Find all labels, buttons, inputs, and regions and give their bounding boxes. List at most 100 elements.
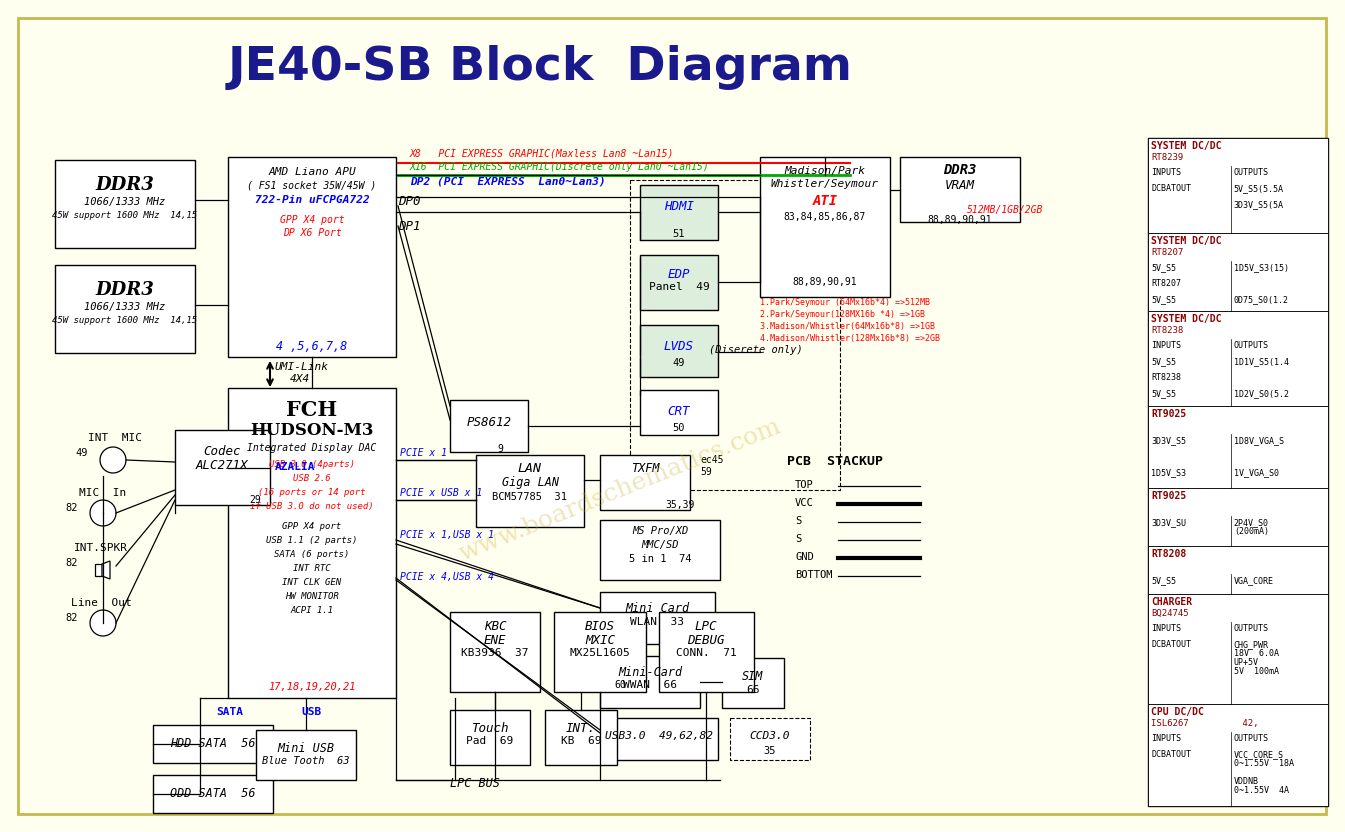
Text: 1D8V_VGA_S: 1D8V_VGA_S xyxy=(1233,436,1283,445)
Bar xyxy=(1149,233,1328,311)
Text: CRT: CRT xyxy=(667,405,690,418)
Text: SYSTEM DC/DC: SYSTEM DC/DC xyxy=(1151,141,1221,151)
Text: SIM: SIM xyxy=(742,670,764,683)
Text: X16  PCI EXPRESS GRAPHIC(Discrete only Lan0 ~Lan15): X16 PCI EXPRESS GRAPHIC(Discrete only La… xyxy=(410,162,710,172)
Text: Madison/Park: Madison/Park xyxy=(784,166,865,176)
Polygon shape xyxy=(102,561,110,579)
Text: LAN: LAN xyxy=(518,462,542,475)
Text: HUDSON-M3: HUDSON-M3 xyxy=(250,422,374,439)
Text: 49: 49 xyxy=(672,358,685,368)
Bar xyxy=(451,710,530,765)
Bar xyxy=(1149,488,1328,546)
Text: 512MB/1GB/2GB: 512MB/1GB/2GB xyxy=(967,205,1044,215)
Text: INPUTS: INPUTS xyxy=(1151,341,1181,350)
Text: 5V_S5: 5V_S5 xyxy=(1151,576,1176,585)
Bar xyxy=(900,157,1020,222)
Text: 51: 51 xyxy=(672,229,685,239)
Bar xyxy=(629,180,841,490)
Text: USB3.0  49,62,82: USB3.0 49,62,82 xyxy=(605,731,713,741)
Text: DP X6 Port: DP X6 Port xyxy=(282,228,342,238)
Text: DEBUG: DEBUG xyxy=(687,634,725,647)
Text: INT.SPKR: INT.SPKR xyxy=(74,543,128,553)
Bar xyxy=(1149,406,1328,488)
Text: RT9025: RT9025 xyxy=(1151,491,1186,501)
Text: CHARGER: CHARGER xyxy=(1151,597,1192,607)
Text: 3.Madison/Whistler(64Mx16b*8) =>1GB: 3.Madison/Whistler(64Mx16b*8) =>1GB xyxy=(760,322,935,331)
Text: (16 ports or 14 port: (16 ports or 14 port xyxy=(258,488,366,497)
Text: 3D3V_S5(5A: 3D3V_S5(5A xyxy=(1233,200,1283,209)
Text: 0~1.55V  4A: 0~1.55V 4A xyxy=(1233,786,1289,795)
Text: 0~1.55V  18A: 0~1.55V 18A xyxy=(1233,759,1294,768)
Text: ec45: ec45 xyxy=(699,455,724,465)
Text: ACPI 1.1: ACPI 1.1 xyxy=(291,606,334,615)
Text: USB 2.6: USB 2.6 xyxy=(293,474,331,483)
Text: S: S xyxy=(795,516,802,526)
Text: PCIE x 1,USB x 1: PCIE x 1,USB x 1 xyxy=(399,530,494,540)
Text: LPC: LPC xyxy=(695,620,717,633)
Text: KBC: KBC xyxy=(484,620,506,633)
Text: 60: 60 xyxy=(615,680,625,690)
Circle shape xyxy=(90,500,116,526)
Text: OUTPUTS: OUTPUTS xyxy=(1233,168,1268,177)
Text: Codec: Codec xyxy=(203,445,241,458)
Text: DDR3: DDR3 xyxy=(95,176,155,194)
Text: 4X4: 4X4 xyxy=(291,374,311,384)
Bar xyxy=(554,612,646,692)
Text: 35,39: 35,39 xyxy=(666,500,694,510)
Text: 35: 35 xyxy=(764,746,776,756)
Text: USB 3.0 (4parts): USB 3.0 (4parts) xyxy=(269,460,355,469)
Text: LVDS: LVDS xyxy=(664,340,694,353)
Bar xyxy=(640,255,718,310)
Text: 4 ,5,6,7,8: 4 ,5,6,7,8 xyxy=(276,340,347,353)
Text: OUTPUTS: OUTPUTS xyxy=(1233,734,1268,743)
Text: Mini Card: Mini Card xyxy=(625,602,689,615)
Text: Mini USB: Mini USB xyxy=(277,742,335,755)
Text: 5V_S5: 5V_S5 xyxy=(1151,357,1176,366)
Text: if USB 3.0 do not used): if USB 3.0 do not used) xyxy=(250,502,374,511)
Text: HDMI: HDMI xyxy=(664,200,694,213)
Text: GND: GND xyxy=(795,552,814,562)
Text: ALC271X: ALC271X xyxy=(196,459,249,472)
Bar xyxy=(640,390,718,435)
Text: PCIE x 1: PCIE x 1 xyxy=(399,448,447,458)
Text: Line  Out: Line Out xyxy=(71,598,132,608)
Text: WLAN  33: WLAN 33 xyxy=(629,617,685,627)
Text: ATI: ATI xyxy=(812,194,838,208)
Bar xyxy=(476,455,584,527)
Text: DDR3: DDR3 xyxy=(943,163,976,177)
Text: 49: 49 xyxy=(75,448,89,458)
Bar xyxy=(153,725,273,763)
Text: 5 in 1  74: 5 in 1 74 xyxy=(628,554,691,564)
Text: INPUTS: INPUTS xyxy=(1151,624,1181,633)
Text: LPC BUS: LPC BUS xyxy=(451,777,500,790)
Text: 82: 82 xyxy=(66,613,78,623)
Text: 9: 9 xyxy=(498,444,503,454)
Text: WWAN  66: WWAN 66 xyxy=(623,680,677,690)
Text: UMI-Link: UMI-Link xyxy=(274,362,330,372)
Bar xyxy=(175,430,270,505)
Text: 5V_S5: 5V_S5 xyxy=(1151,389,1176,398)
Text: 1D2V_S0(5.2: 1D2V_S0(5.2 xyxy=(1233,389,1289,398)
Text: DP1: DP1 xyxy=(398,220,421,233)
Text: PCB  STACKUP: PCB STACKUP xyxy=(787,455,884,468)
Text: CHG_PWR: CHG_PWR xyxy=(1233,640,1268,649)
Text: 82: 82 xyxy=(66,503,78,513)
Text: DCBATOUT: DCBATOUT xyxy=(1151,184,1192,193)
Bar xyxy=(1149,594,1328,704)
Text: VCC_CORE_S: VCC_CORE_S xyxy=(1233,750,1283,759)
Bar xyxy=(229,388,395,698)
Text: INT  MIC: INT MIC xyxy=(87,433,143,443)
Bar xyxy=(451,612,539,692)
Text: ENE: ENE xyxy=(484,634,506,647)
Text: X8   PCI EXPRESS GRAPHIC(Maxless Lan8 ~Lan15): X8 PCI EXPRESS GRAPHIC(Maxless Lan8 ~Lan… xyxy=(410,148,674,158)
Text: HW MONITOR: HW MONITOR xyxy=(285,592,339,601)
Text: USB 1.1 (2 parts): USB 1.1 (2 parts) xyxy=(266,536,358,545)
Text: DDR3: DDR3 xyxy=(95,281,155,299)
Text: SYSTEM DC/DC: SYSTEM DC/DC xyxy=(1151,236,1221,246)
Text: DCBATOUT: DCBATOUT xyxy=(1151,750,1192,759)
Bar xyxy=(451,400,529,452)
Text: 722-Pin uFCPGA722: 722-Pin uFCPGA722 xyxy=(254,195,370,205)
Text: 4.Madison/Whistler(128Mx16b*8) =>2GB: 4.Madison/Whistler(128Mx16b*8) =>2GB xyxy=(760,334,940,343)
Text: SATA (6 ports): SATA (6 ports) xyxy=(274,550,350,559)
Text: FCH: FCH xyxy=(286,400,338,420)
